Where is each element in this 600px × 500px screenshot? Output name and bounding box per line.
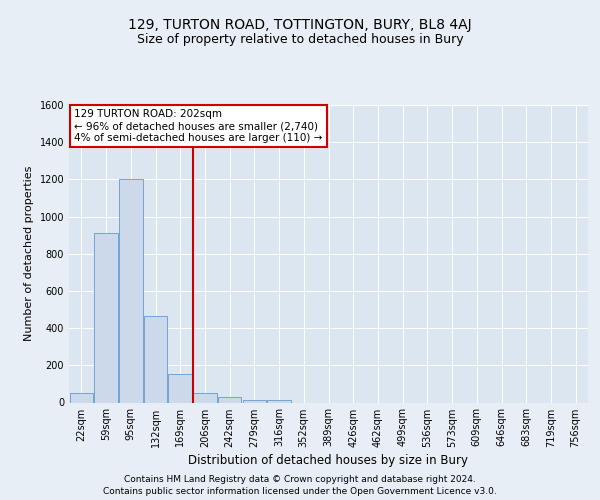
Bar [94,234,118,402]
Bar [169,374,192,402]
Bar [268,400,291,402]
Bar [144,316,167,402]
Bar [70,393,93,402]
Y-axis label: Number of detached properties: Number of detached properties [24,166,34,342]
Bar [242,400,266,402]
Text: Size of property relative to detached houses in Bury: Size of property relative to detached ho… [137,32,463,46]
Text: Contains HM Land Registry data © Crown copyright and database right 2024.: Contains HM Land Registry data © Crown c… [124,475,476,484]
X-axis label: Distribution of detached houses by size in Bury: Distribution of detached houses by size … [188,454,469,466]
Text: 129 TURTON ROAD: 202sqm
← 96% of detached houses are smaller (2,740)
4% of semi-: 129 TURTON ROAD: 202sqm ← 96% of detache… [74,110,323,142]
Bar [119,180,143,402]
Text: Contains public sector information licensed under the Open Government Licence v3: Contains public sector information licen… [103,488,497,496]
Text: 129, TURTON ROAD, TOTTINGTON, BURY, BL8 4AJ: 129, TURTON ROAD, TOTTINGTON, BURY, BL8 … [128,18,472,32]
Bar [218,397,241,402]
Bar [193,393,217,402]
